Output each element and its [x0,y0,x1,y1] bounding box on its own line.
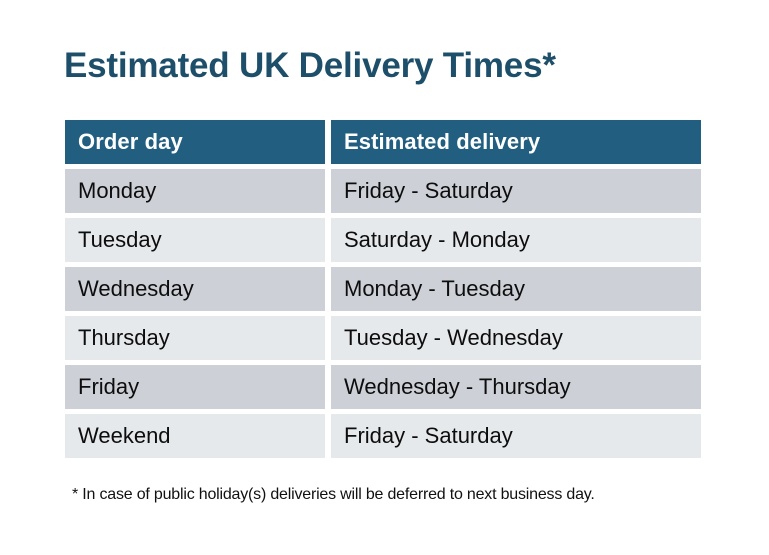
table-cell-order-day: Weekend [65,414,325,458]
table-cell-estimated-delivery: Friday - Saturday [331,414,701,458]
table-cell-estimated-delivery: Tuesday - Wednesday [331,316,701,360]
table-cell-estimated-delivery: Wednesday - Thursday [331,365,701,409]
public-holiday-footnote: * In case of public holiday(s) deliverie… [72,486,595,503]
table-cell-estimated-delivery: Friday - Saturday [331,169,701,213]
column-header-estimated-delivery: Estimated delivery [331,120,701,164]
table-cell-order-day: Wednesday [65,267,325,311]
page-title: Estimated UK Delivery Times* [64,46,556,85]
table-cell-order-day: Friday [65,365,325,409]
table-cell-estimated-delivery: Saturday - Monday [331,218,701,262]
table-cell-order-day: Tuesday [65,218,325,262]
delivery-times-table: Order day Estimated delivery Monday Frid… [65,120,701,458]
column-header-order-day: Order day [65,120,325,164]
table-cell-order-day: Monday [65,169,325,213]
table-cell-order-day: Thursday [65,316,325,360]
table-cell-estimated-delivery: Monday - Tuesday [331,267,701,311]
